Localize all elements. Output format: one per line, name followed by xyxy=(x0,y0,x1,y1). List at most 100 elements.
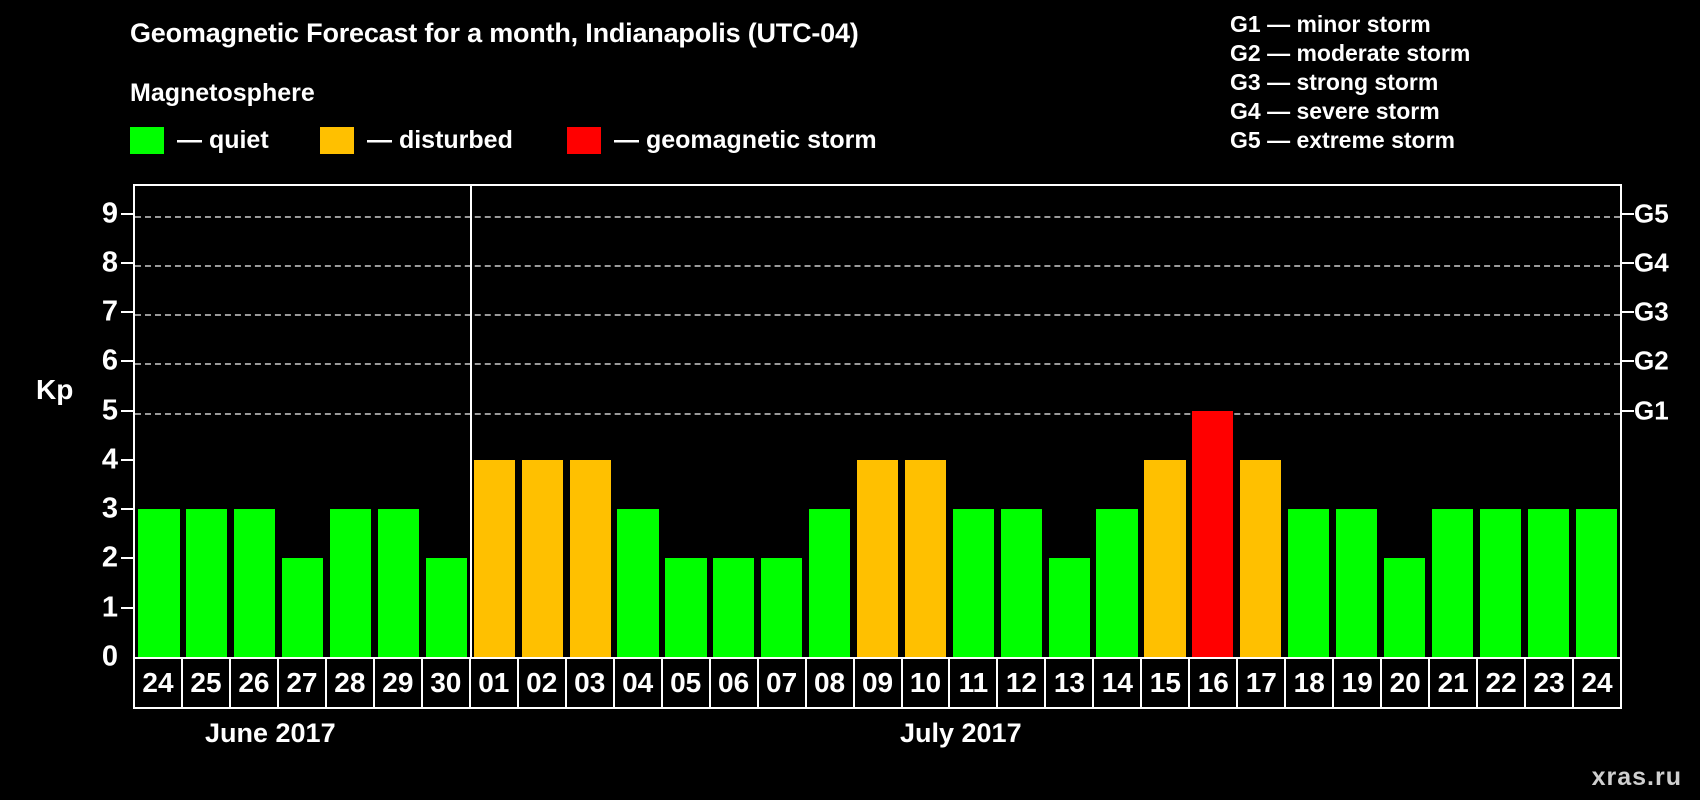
bar-kp-25[interactable] xyxy=(186,509,228,657)
day-label-cell[interactable]: 05 xyxy=(660,657,711,709)
bar-kp-27[interactable] xyxy=(282,558,324,657)
bar-kp-12[interactable] xyxy=(1000,509,1042,657)
bar-slot[interactable] xyxy=(806,186,854,657)
bar-slot[interactable] xyxy=(375,186,423,657)
bar-slot[interactable] xyxy=(854,186,902,657)
storm-scale-row-g3: G3 — strong storm xyxy=(1230,69,1439,95)
day-label-cell[interactable]: 06 xyxy=(708,657,759,709)
bar-kp-11[interactable] xyxy=(952,509,994,657)
bar-slot[interactable] xyxy=(1476,186,1524,657)
bar-slot[interactable] xyxy=(279,186,327,657)
day-label-cell[interactable]: 10 xyxy=(900,657,951,709)
bar-slot[interactable] xyxy=(902,186,950,657)
bar-slot[interactable] xyxy=(566,186,614,657)
plot-inner xyxy=(135,186,1620,657)
day-label-cell[interactable]: 28 xyxy=(324,657,375,709)
bar-slot[interactable] xyxy=(1141,186,1189,657)
bar-kp-08[interactable] xyxy=(809,509,851,657)
bar-kp-10[interactable] xyxy=(904,459,947,657)
day-label-cell[interactable]: 25 xyxy=(180,657,231,709)
day-label-cell[interactable]: 24 xyxy=(1572,657,1623,709)
bar-kp-16[interactable] xyxy=(1192,410,1234,657)
day-label-cell[interactable]: 24 xyxy=(133,657,183,709)
bar-slot[interactable] xyxy=(1237,186,1285,657)
bar-slot[interactable] xyxy=(662,186,710,657)
bar-slot[interactable] xyxy=(949,186,997,657)
day-label-cell[interactable]: 22 xyxy=(1476,657,1527,709)
bar-slot[interactable] xyxy=(135,186,183,657)
legend-label: — quiet xyxy=(177,125,269,154)
bar-slot[interactable] xyxy=(758,186,806,657)
bar-slot[interactable] xyxy=(614,186,662,657)
bar-slot[interactable] xyxy=(1524,186,1572,657)
day-label-cell[interactable]: 04 xyxy=(612,657,663,709)
bar-slot[interactable] xyxy=(1093,186,1141,657)
bar-kp-04[interactable] xyxy=(617,509,659,657)
bar-kp-17[interactable] xyxy=(1240,459,1282,657)
bar-kp-15[interactable] xyxy=(1144,459,1186,657)
bar-kp-14[interactable] xyxy=(1096,509,1138,657)
bar-slot[interactable] xyxy=(518,186,566,657)
bar-kp-20[interactable] xyxy=(1383,558,1426,657)
day-label-cell[interactable]: 27 xyxy=(276,657,327,709)
bar-slot[interactable] xyxy=(1285,186,1333,657)
day-label-cell[interactable]: 19 xyxy=(1332,657,1383,709)
day-label-cell[interactable]: 11 xyxy=(948,657,999,709)
day-label-cell[interactable]: 18 xyxy=(1284,657,1335,709)
bar-slot[interactable] xyxy=(710,186,758,657)
bar-slot[interactable] xyxy=(1428,186,1476,657)
day-label-cell[interactable]: 08 xyxy=(804,657,855,709)
bar-kp-28[interactable] xyxy=(329,509,372,657)
bar-slot[interactable] xyxy=(1572,186,1620,657)
bar-kp-29[interactable] xyxy=(377,509,420,657)
day-label-cell[interactable]: 29 xyxy=(372,657,423,709)
day-label-cell[interactable]: 12 xyxy=(996,657,1047,709)
day-label-cell[interactable]: 21 xyxy=(1428,657,1479,709)
day-label-cell[interactable]: 20 xyxy=(1380,657,1431,709)
day-label-cell[interactable]: 14 xyxy=(1092,657,1143,709)
bar-slot[interactable] xyxy=(1189,186,1237,657)
bar-kp-05[interactable] xyxy=(665,558,707,657)
bar-kp-24[interactable] xyxy=(138,509,180,657)
day-label-cell[interactable]: 07 xyxy=(756,657,807,709)
day-label-cell[interactable]: 03 xyxy=(564,657,615,709)
bar-slot[interactable] xyxy=(1045,186,1093,657)
gridline-kp-9 xyxy=(135,215,1620,218)
day-label-cell[interactable]: 16 xyxy=(1188,657,1239,709)
bar-kp-01[interactable] xyxy=(473,459,515,657)
bar-kp-03[interactable] xyxy=(569,459,611,657)
y-tick-label-6: 6 xyxy=(101,344,118,377)
bar-kp-23[interactable] xyxy=(1527,509,1569,657)
day-label-cell[interactable]: 23 xyxy=(1524,657,1575,709)
gridline-kp-8 xyxy=(135,264,1620,267)
bar-slot[interactable] xyxy=(1381,186,1429,657)
bar-kp-21[interactable] xyxy=(1431,509,1474,657)
bar-kp-19[interactable] xyxy=(1336,509,1378,657)
bar-slot[interactable] xyxy=(422,186,470,657)
bar-kp-22[interactable] xyxy=(1479,509,1521,657)
bar-kp-07[interactable] xyxy=(761,558,803,657)
bar-kp-13[interactable] xyxy=(1048,558,1090,657)
day-label-cell[interactable]: 26 xyxy=(228,657,279,709)
bar-kp-24[interactable] xyxy=(1575,509,1617,657)
day-label-cell[interactable]: 15 xyxy=(1140,657,1191,709)
bar-kp-09[interactable] xyxy=(856,459,899,657)
bar-kp-30[interactable] xyxy=(425,558,467,657)
bar-slot[interactable] xyxy=(1333,186,1381,657)
y-axis-labels: 0 1 2 3 4 5 6 7 8 9 xyxy=(60,184,118,672)
day-label-cell[interactable]: 17 xyxy=(1236,657,1287,709)
bar-slot[interactable] xyxy=(997,186,1045,657)
bar-slot[interactable] xyxy=(470,186,518,657)
bar-kp-06[interactable] xyxy=(713,558,755,657)
day-label-cell[interactable]: 02 xyxy=(516,657,567,709)
day-label-cell[interactable]: 09 xyxy=(852,657,903,709)
bar-kp-02[interactable] xyxy=(521,459,563,657)
day-label-cell[interactable]: 01 xyxy=(468,657,519,709)
bar-slot[interactable] xyxy=(327,186,375,657)
bar-slot[interactable] xyxy=(231,186,279,657)
bar-slot[interactable] xyxy=(183,186,231,657)
day-label-cell[interactable]: 13 xyxy=(1044,657,1095,709)
bar-kp-18[interactable] xyxy=(1288,509,1330,657)
day-label-cell[interactable]: 30 xyxy=(420,657,471,709)
bar-kp-26[interactable] xyxy=(234,509,276,657)
